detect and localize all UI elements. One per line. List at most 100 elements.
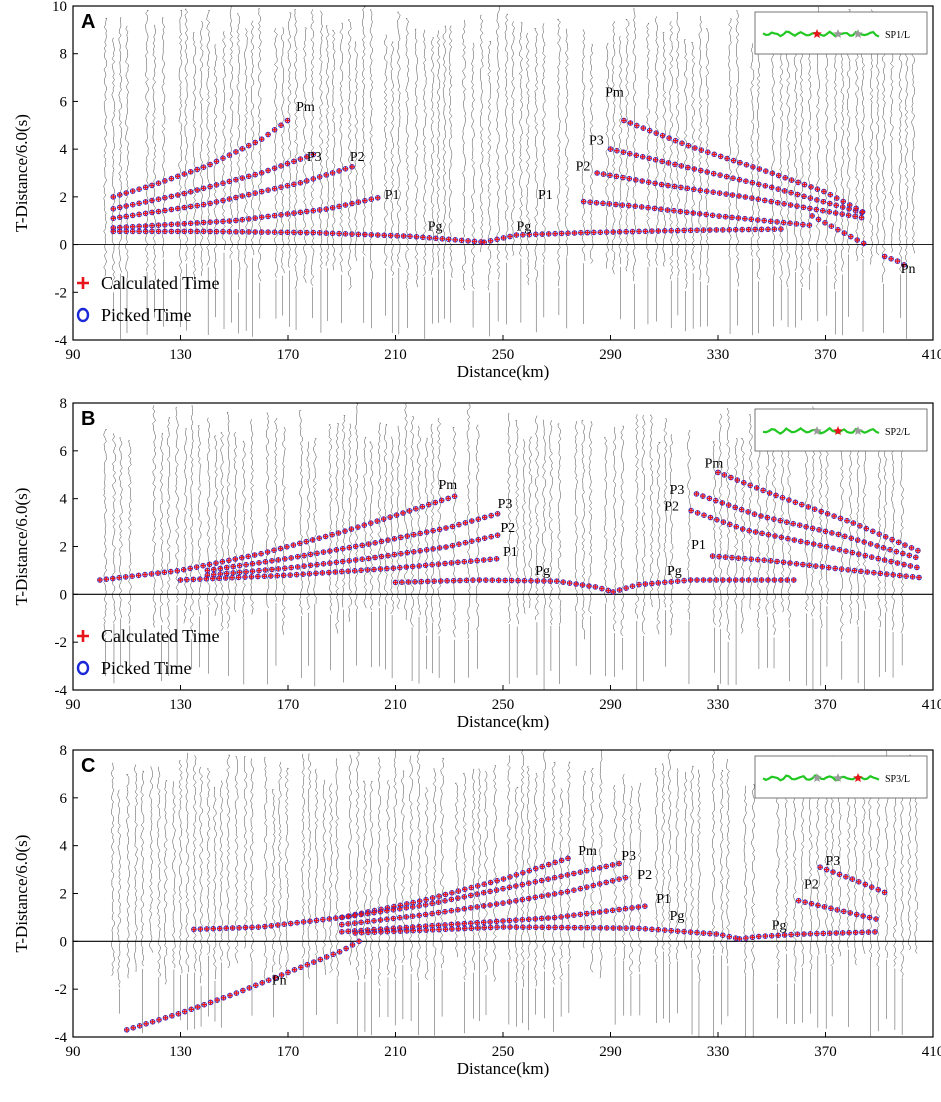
- x-tick-label: 290: [599, 697, 622, 713]
- calculated-time-point: [775, 186, 781, 192]
- calculated-time-point: [559, 230, 565, 236]
- calculated-time-point: [547, 578, 553, 584]
- calculated-time-point: [320, 917, 326, 923]
- seismic-trace: [654, 768, 659, 964]
- calculated-time-point: [642, 903, 648, 909]
- seismic-trace: [526, 32, 530, 285]
- calculated-time-point: [207, 184, 213, 190]
- calculated-time-point: [784, 519, 790, 525]
- calculated-time-point: [291, 181, 297, 187]
- calculated-time-point: [266, 977, 272, 983]
- calculated-time-point: [715, 469, 721, 475]
- calculated-time-point: [217, 925, 223, 932]
- calculated-time-point: [818, 508, 824, 515]
- calculated-time-point: [635, 904, 641, 910]
- calculated-time-point: [123, 190, 129, 196]
- calculated-time-point: [333, 559, 339, 565]
- calculated-time-point: [207, 228, 213, 235]
- calculated-time-point: [577, 869, 583, 875]
- calculated-time-point: [405, 579, 411, 585]
- calculated-time-point: [149, 223, 155, 229]
- seismic-trace: [868, 773, 873, 958]
- calculated-time-point: [129, 573, 135, 579]
- calculated-time-point: [639, 204, 645, 210]
- calculated-time-point: [272, 165, 278, 171]
- calculated-time-point: [558, 914, 564, 920]
- calculated-time-point: [660, 133, 666, 139]
- calculated-time-point: [750, 164, 756, 170]
- calculated-time-point: [252, 172, 258, 178]
- calculated-time-point: [577, 911, 583, 917]
- calculated-time-point: [411, 549, 417, 555]
- calculated-time-point: [688, 227, 694, 233]
- calculated-time-point: [190, 576, 196, 582]
- calculated-time-point: [308, 562, 314, 568]
- calculated-time-point: [462, 540, 468, 546]
- seismic-trace: [183, 428, 188, 624]
- seismic-trace: [409, 755, 413, 972]
- calculated-time-point: [782, 188, 788, 194]
- seismic-trace: [534, 773, 538, 987]
- calculated-time-point: [194, 564, 200, 570]
- calculated-time-point: [731, 158, 737, 164]
- seismic-trace: [780, 434, 785, 613]
- calculated-time-point: [590, 910, 596, 916]
- seismic-trace: [551, 762, 556, 985]
- calculated-time-point: [500, 876, 507, 882]
- calculated-time-point: [539, 864, 545, 870]
- calculated-time-point: [161, 569, 167, 575]
- calculated-time-point: [828, 905, 834, 911]
- calculated-time-point: [110, 194, 116, 200]
- calculated-time-point: [554, 578, 560, 584]
- seismic-trace: [355, 751, 360, 981]
- calculated-time-point: [337, 949, 343, 955]
- x-tick-label: 370: [814, 697, 837, 713]
- calculated-time-point: [754, 485, 760, 491]
- calculated-time-point: [571, 230, 578, 236]
- calculated-time-point: [155, 180, 162, 186]
- seismic-trace: [118, 17, 123, 273]
- calculated-time-point: [462, 925, 468, 932]
- calculated-time-point: [874, 543, 880, 549]
- calculated-time-point: [230, 564, 236, 570]
- calculated-time-point: [733, 227, 739, 233]
- calculated-time-point: [110, 215, 116, 221]
- calculated-time-point: [774, 558, 780, 565]
- phase-label: P2: [664, 500, 679, 515]
- calculated-time-point: [278, 229, 284, 235]
- calculated-time-point: [246, 216, 252, 222]
- calculated-time-point: [468, 885, 474, 891]
- calculated-time-point: [805, 504, 811, 510]
- seismic-trace: [103, 17, 108, 277]
- seismic-trace: [890, 39, 894, 253]
- calculated-time-point: [381, 232, 387, 238]
- calculated-time-point: [506, 918, 513, 924]
- calculated-time-point: [175, 1011, 181, 1017]
- calculated-time-point: [407, 233, 413, 239]
- calculated-time-point: [432, 499, 438, 506]
- calculated-time-point: [224, 564, 230, 571]
- calculated-time-point: [452, 493, 458, 499]
- calculated-time-point: [821, 904, 827, 910]
- calculated-time-point: [410, 928, 416, 934]
- calculated-time-point: [700, 930, 707, 936]
- calculated-time-point: [691, 186, 697, 192]
- calculated-time-point: [398, 534, 404, 540]
- calculated-time-point: [743, 162, 750, 168]
- calculated-time-point: [842, 533, 848, 539]
- calculated-time-point: [856, 551, 862, 557]
- calculated-time-point: [833, 930, 839, 936]
- calculated-time-point: [711, 171, 717, 177]
- phase-label: P1: [691, 538, 706, 553]
- phase-marks: [97, 469, 922, 595]
- calculated-time-point: [804, 540, 810, 546]
- calculated-time-point: [704, 169, 710, 175]
- calculated-time-point: [365, 918, 371, 925]
- calculated-time-point: [775, 932, 781, 938]
- calculated-time-point: [162, 178, 168, 184]
- panel-label: B: [81, 408, 95, 430]
- seismic-trace: [751, 784, 755, 977]
- calculated-time-point: [817, 542, 823, 548]
- calculated-time-point: [130, 212, 136, 218]
- calculated-time-point: [262, 567, 268, 573]
